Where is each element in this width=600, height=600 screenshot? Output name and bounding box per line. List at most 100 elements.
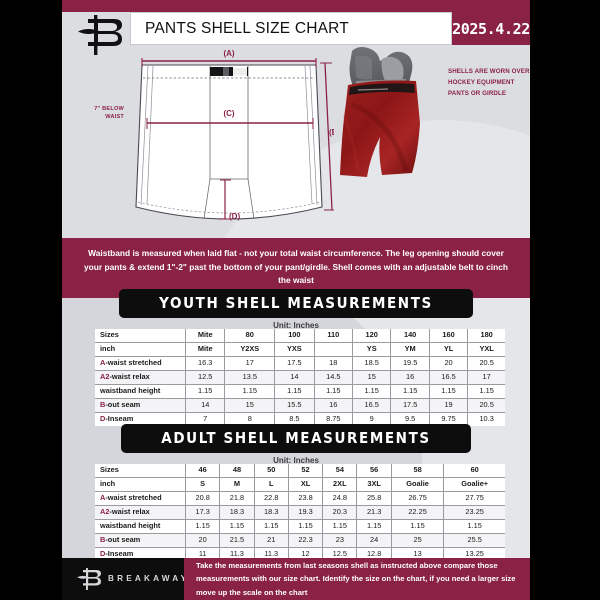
table-cell: YXS bbox=[274, 342, 315, 357]
table-cell: 19 bbox=[428, 398, 469, 413]
table-row: B-out seam 14 15 15.5 16 16.5 17.5 19 20.5 bbox=[95, 398, 505, 413]
table-row: D-Inseam 7 8 8.5 8.75 9 9.5 9.75 10.3 bbox=[95, 412, 505, 426]
table-cell: 160 bbox=[428, 329, 469, 343]
table-cell: 180 bbox=[467, 329, 505, 343]
row-marker: D bbox=[100, 549, 106, 559]
table-cell: 14 bbox=[274, 370, 315, 385]
table-cell: 1.15 bbox=[184, 519, 221, 534]
row-label: inch bbox=[95, 477, 186, 492]
table-cell: 60 bbox=[443, 464, 505, 478]
table-cell: 15.5 bbox=[274, 398, 315, 413]
table-cell: 1.15 bbox=[428, 384, 469, 399]
table-row: waistband height 1.15 1.15 1.15 1.15 1.15 1.15… bbox=[95, 519, 505, 534]
table-cell: 12.5 bbox=[184, 370, 226, 385]
row-label: B-out seam bbox=[95, 398, 186, 413]
table-cell: 54 bbox=[322, 464, 358, 478]
table-cell: 1.15 bbox=[274, 384, 315, 399]
table-cell: 120 bbox=[351, 329, 392, 343]
adult-heading: ADULT SHELL MEASUREMENTS bbox=[121, 424, 471, 453]
table-cell: 23.8 bbox=[287, 491, 324, 506]
table-cell: 80 bbox=[224, 329, 276, 343]
table-cell: 20.5 bbox=[467, 356, 505, 371]
table-cell: 19.5 bbox=[390, 356, 430, 371]
table-row: A2-waist relax 12.5 13.5 14 14.5 15 16 16.5 17 bbox=[95, 370, 505, 385]
table-cell: 50 bbox=[253, 464, 289, 478]
shorts-technical-drawing: (A) (B) (C) (D) bbox=[135, 49, 334, 221]
table-cell: 12.8 bbox=[356, 547, 392, 561]
table-cell: Y2XS bbox=[224, 342, 276, 357]
table-row: A-waist stretched 20.8 21.8 22.8 23.8 24.8 25.… bbox=[95, 491, 505, 506]
table-cell: 16 bbox=[313, 398, 354, 413]
row-marker: A2 bbox=[100, 372, 110, 382]
table-row: Sizes 46 48 50 52 54 56 58 60 bbox=[95, 464, 505, 478]
table-cell: 22.3 bbox=[287, 533, 324, 548]
table-cell: 16.3 bbox=[184, 356, 226, 371]
table-cell: 48 bbox=[219, 464, 255, 478]
table-row: D-Inseam 11 11.3 11.3 12 12.5 12.8 13 13.25 bbox=[95, 547, 505, 561]
table-cell: 18 bbox=[313, 356, 354, 371]
below-waist-label: 7" BELOW WAIST bbox=[94, 106, 124, 121]
table-cell bbox=[313, 342, 354, 357]
row-label: Sizes bbox=[95, 329, 186, 343]
table-cell: 17 bbox=[467, 370, 505, 385]
row-label: B-out seam bbox=[95, 533, 186, 548]
table-cell: 9.75 bbox=[428, 412, 469, 426]
table-cell: YS bbox=[351, 342, 392, 357]
table-cell: 21 bbox=[253, 533, 289, 548]
table-cell: 25 bbox=[390, 533, 445, 548]
table-cell: 7 bbox=[184, 412, 226, 426]
table-cell: 8.5 bbox=[274, 412, 315, 426]
table-cell: 1.15 bbox=[287, 519, 324, 534]
instruction-text: Waistband is measured when laid flat - n… bbox=[84, 248, 508, 286]
footer-note-box: Take the measurements from last seasons … bbox=[184, 558, 530, 600]
size-chart-page: PANTS SHELL SIZE CHART 2025.4.22 7" BELO… bbox=[62, 0, 530, 600]
table-cell: 1.15 bbox=[322, 519, 358, 534]
table-cell: 16.5 bbox=[351, 398, 392, 413]
top-accent-bar bbox=[62, 0, 530, 12]
table-cell: 20.3 bbox=[322, 505, 358, 520]
table-cell: 21.8 bbox=[219, 491, 255, 506]
table-cell: 1.15 bbox=[351, 384, 392, 399]
row-marker: B bbox=[100, 400, 106, 410]
table-cell: 56 bbox=[356, 464, 392, 478]
table-cell: 17.3 bbox=[184, 505, 221, 520]
table-cell: 13.5 bbox=[224, 370, 276, 385]
youth-section-header: YOUTH SHELL MEASUREMENTS Unit: Inches bbox=[62, 289, 530, 330]
table-cell: 24 bbox=[356, 533, 392, 548]
table-cell: 110 bbox=[313, 329, 354, 343]
table-row: inch S M L XL 2XL 3XL Goalie Goalie+ bbox=[95, 477, 505, 492]
table-cell: 17 bbox=[224, 356, 276, 371]
footer-brand-name: BREAKAWAY bbox=[108, 574, 190, 583]
table-cell: S bbox=[184, 477, 221, 492]
table-cell: Mite bbox=[184, 342, 226, 357]
table-cell: 2XL bbox=[322, 477, 358, 492]
table-cell: Goalie bbox=[390, 477, 445, 492]
table-cell: 1.15 bbox=[390, 519, 445, 534]
table-cell: 17.5 bbox=[274, 356, 315, 371]
table-cell: 46 bbox=[184, 464, 221, 478]
table-cell: 1.15 bbox=[219, 519, 255, 534]
table-cell: 20 bbox=[184, 533, 221, 548]
breakaway-b-logo-icon-footer bbox=[77, 568, 101, 590]
table-cell: 1.15 bbox=[224, 384, 276, 399]
table-cell: M bbox=[219, 477, 255, 492]
table-cell: YL bbox=[428, 342, 469, 357]
table-cell: 10.3 bbox=[467, 412, 505, 426]
table-cell: 14 bbox=[184, 398, 226, 413]
row-label: inch bbox=[95, 342, 186, 357]
table-cell: 1.15 bbox=[253, 519, 289, 534]
table-cell: 24.8 bbox=[322, 491, 358, 506]
row-label: A-waist stretched bbox=[95, 356, 186, 371]
table-cell: 1.15 bbox=[443, 519, 505, 534]
table-cell: 1.15 bbox=[184, 384, 226, 399]
table-cell: 18.3 bbox=[253, 505, 289, 520]
table-cell: YM bbox=[390, 342, 430, 357]
table-cell: 140 bbox=[390, 329, 430, 343]
table-cell: 1.15 bbox=[390, 384, 430, 399]
table-row: waistband height 1.15 1.15 1.15 1.15 1.15 1.15… bbox=[95, 384, 505, 399]
youth-heading: YOUTH SHELL MEASUREMENTS bbox=[119, 289, 473, 318]
table-cell: 25.5 bbox=[443, 533, 505, 548]
page-header: PANTS SHELL SIZE CHART 2025.4.22 bbox=[62, 12, 530, 55]
table-cell: 100 bbox=[274, 329, 315, 343]
table-cell: 15 bbox=[351, 370, 392, 385]
